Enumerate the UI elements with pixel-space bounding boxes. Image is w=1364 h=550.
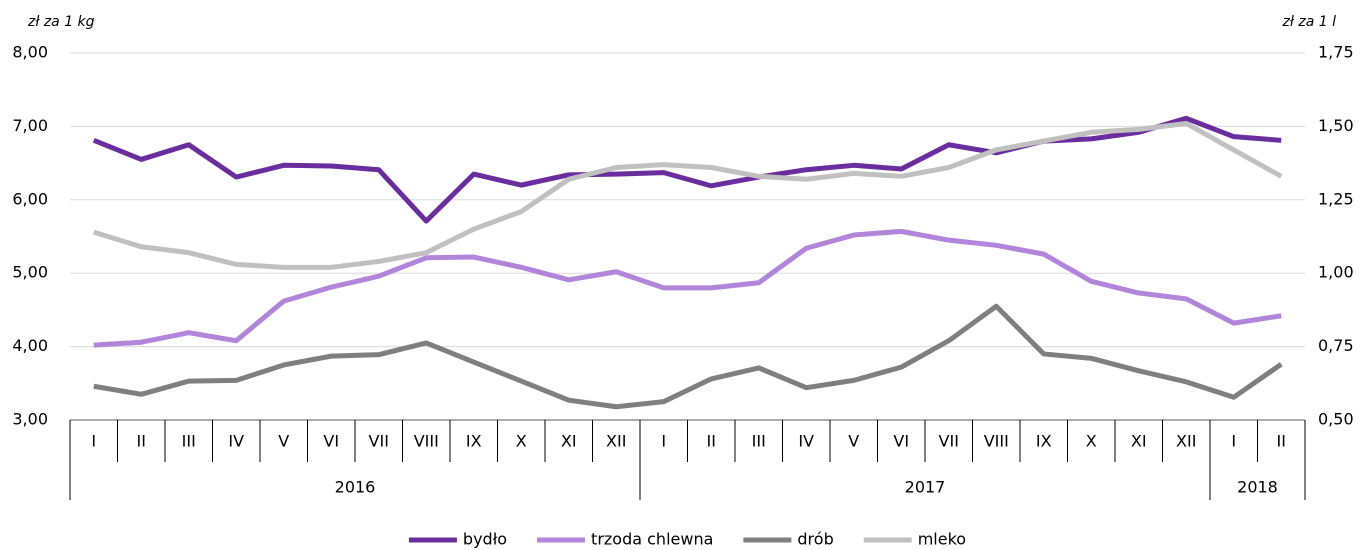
y2-tick-label: 0,50 bbox=[1318, 410, 1354, 429]
y-tick-label: 8,00 bbox=[12, 43, 48, 62]
x-tick-label: IX bbox=[1036, 432, 1052, 451]
series-line bbox=[92, 115, 1282, 224]
x-tick-label: VIII bbox=[414, 432, 439, 451]
x-tick-label: IV bbox=[228, 432, 244, 451]
x-tick-label: VII bbox=[369, 432, 389, 451]
x-tick-label: III bbox=[752, 432, 766, 451]
legend-label: bydło bbox=[463, 530, 507, 549]
y2-tick-label: 1,25 bbox=[1318, 189, 1354, 208]
series-line bbox=[93, 120, 1283, 270]
series-line bbox=[93, 228, 1282, 348]
x-tick-label: X bbox=[1086, 432, 1097, 451]
x-tick-label: II bbox=[137, 432, 146, 451]
year-label: 2018 bbox=[1237, 478, 1278, 497]
x-tick-label: XI bbox=[561, 432, 577, 451]
x-tick-label: VI bbox=[893, 432, 909, 451]
y-tick-label: 6,00 bbox=[12, 189, 48, 208]
x-tick-label: VII bbox=[939, 432, 959, 451]
y2-tick-label: 0,75 bbox=[1318, 336, 1354, 355]
x-tick-label: XI bbox=[1131, 432, 1147, 451]
x-tick-label: IV bbox=[798, 432, 814, 451]
x-tick-label: V bbox=[278, 432, 289, 451]
x-tick-label: VIII bbox=[984, 432, 1009, 451]
legend-label: mleko bbox=[918, 530, 966, 549]
series-line bbox=[93, 303, 1283, 410]
x-tick-label: I bbox=[1231, 432, 1236, 451]
x-tick-label: V bbox=[848, 432, 859, 451]
x-tick-label: I bbox=[91, 432, 96, 451]
x-tick-label: II bbox=[707, 432, 716, 451]
y2-tick-label: 1,75 bbox=[1318, 43, 1354, 62]
x-tick-label: IX bbox=[466, 432, 482, 451]
x-tick-label: XII bbox=[1176, 432, 1196, 451]
legend-label: trzoda chlewna bbox=[591, 530, 713, 549]
y-tick-label: 5,00 bbox=[12, 263, 48, 282]
y2-tick-label: 1,00 bbox=[1318, 263, 1354, 282]
x-tick-label: VI bbox=[323, 432, 339, 451]
x-tick-label: XII bbox=[606, 432, 626, 451]
legend-label: drób bbox=[797, 530, 833, 549]
year-label: 2016 bbox=[335, 478, 376, 497]
y-tick-label: 3,00 bbox=[12, 410, 48, 429]
x-tick-label: II bbox=[1277, 432, 1286, 451]
x-tick-label: III bbox=[182, 432, 196, 451]
y2-tick-label: 1,50 bbox=[1318, 116, 1354, 135]
year-label: 2017 bbox=[905, 478, 946, 497]
x-tick-label: X bbox=[516, 432, 527, 451]
y-tick-label: 4,00 bbox=[12, 336, 48, 355]
y-axis-label: zł za 1 kg bbox=[27, 14, 95, 30]
x-tick-label: I bbox=[661, 432, 666, 451]
y-tick-label: 7,00 bbox=[12, 116, 48, 135]
y2-axis-label: zł za 1 l bbox=[1282, 14, 1337, 30]
